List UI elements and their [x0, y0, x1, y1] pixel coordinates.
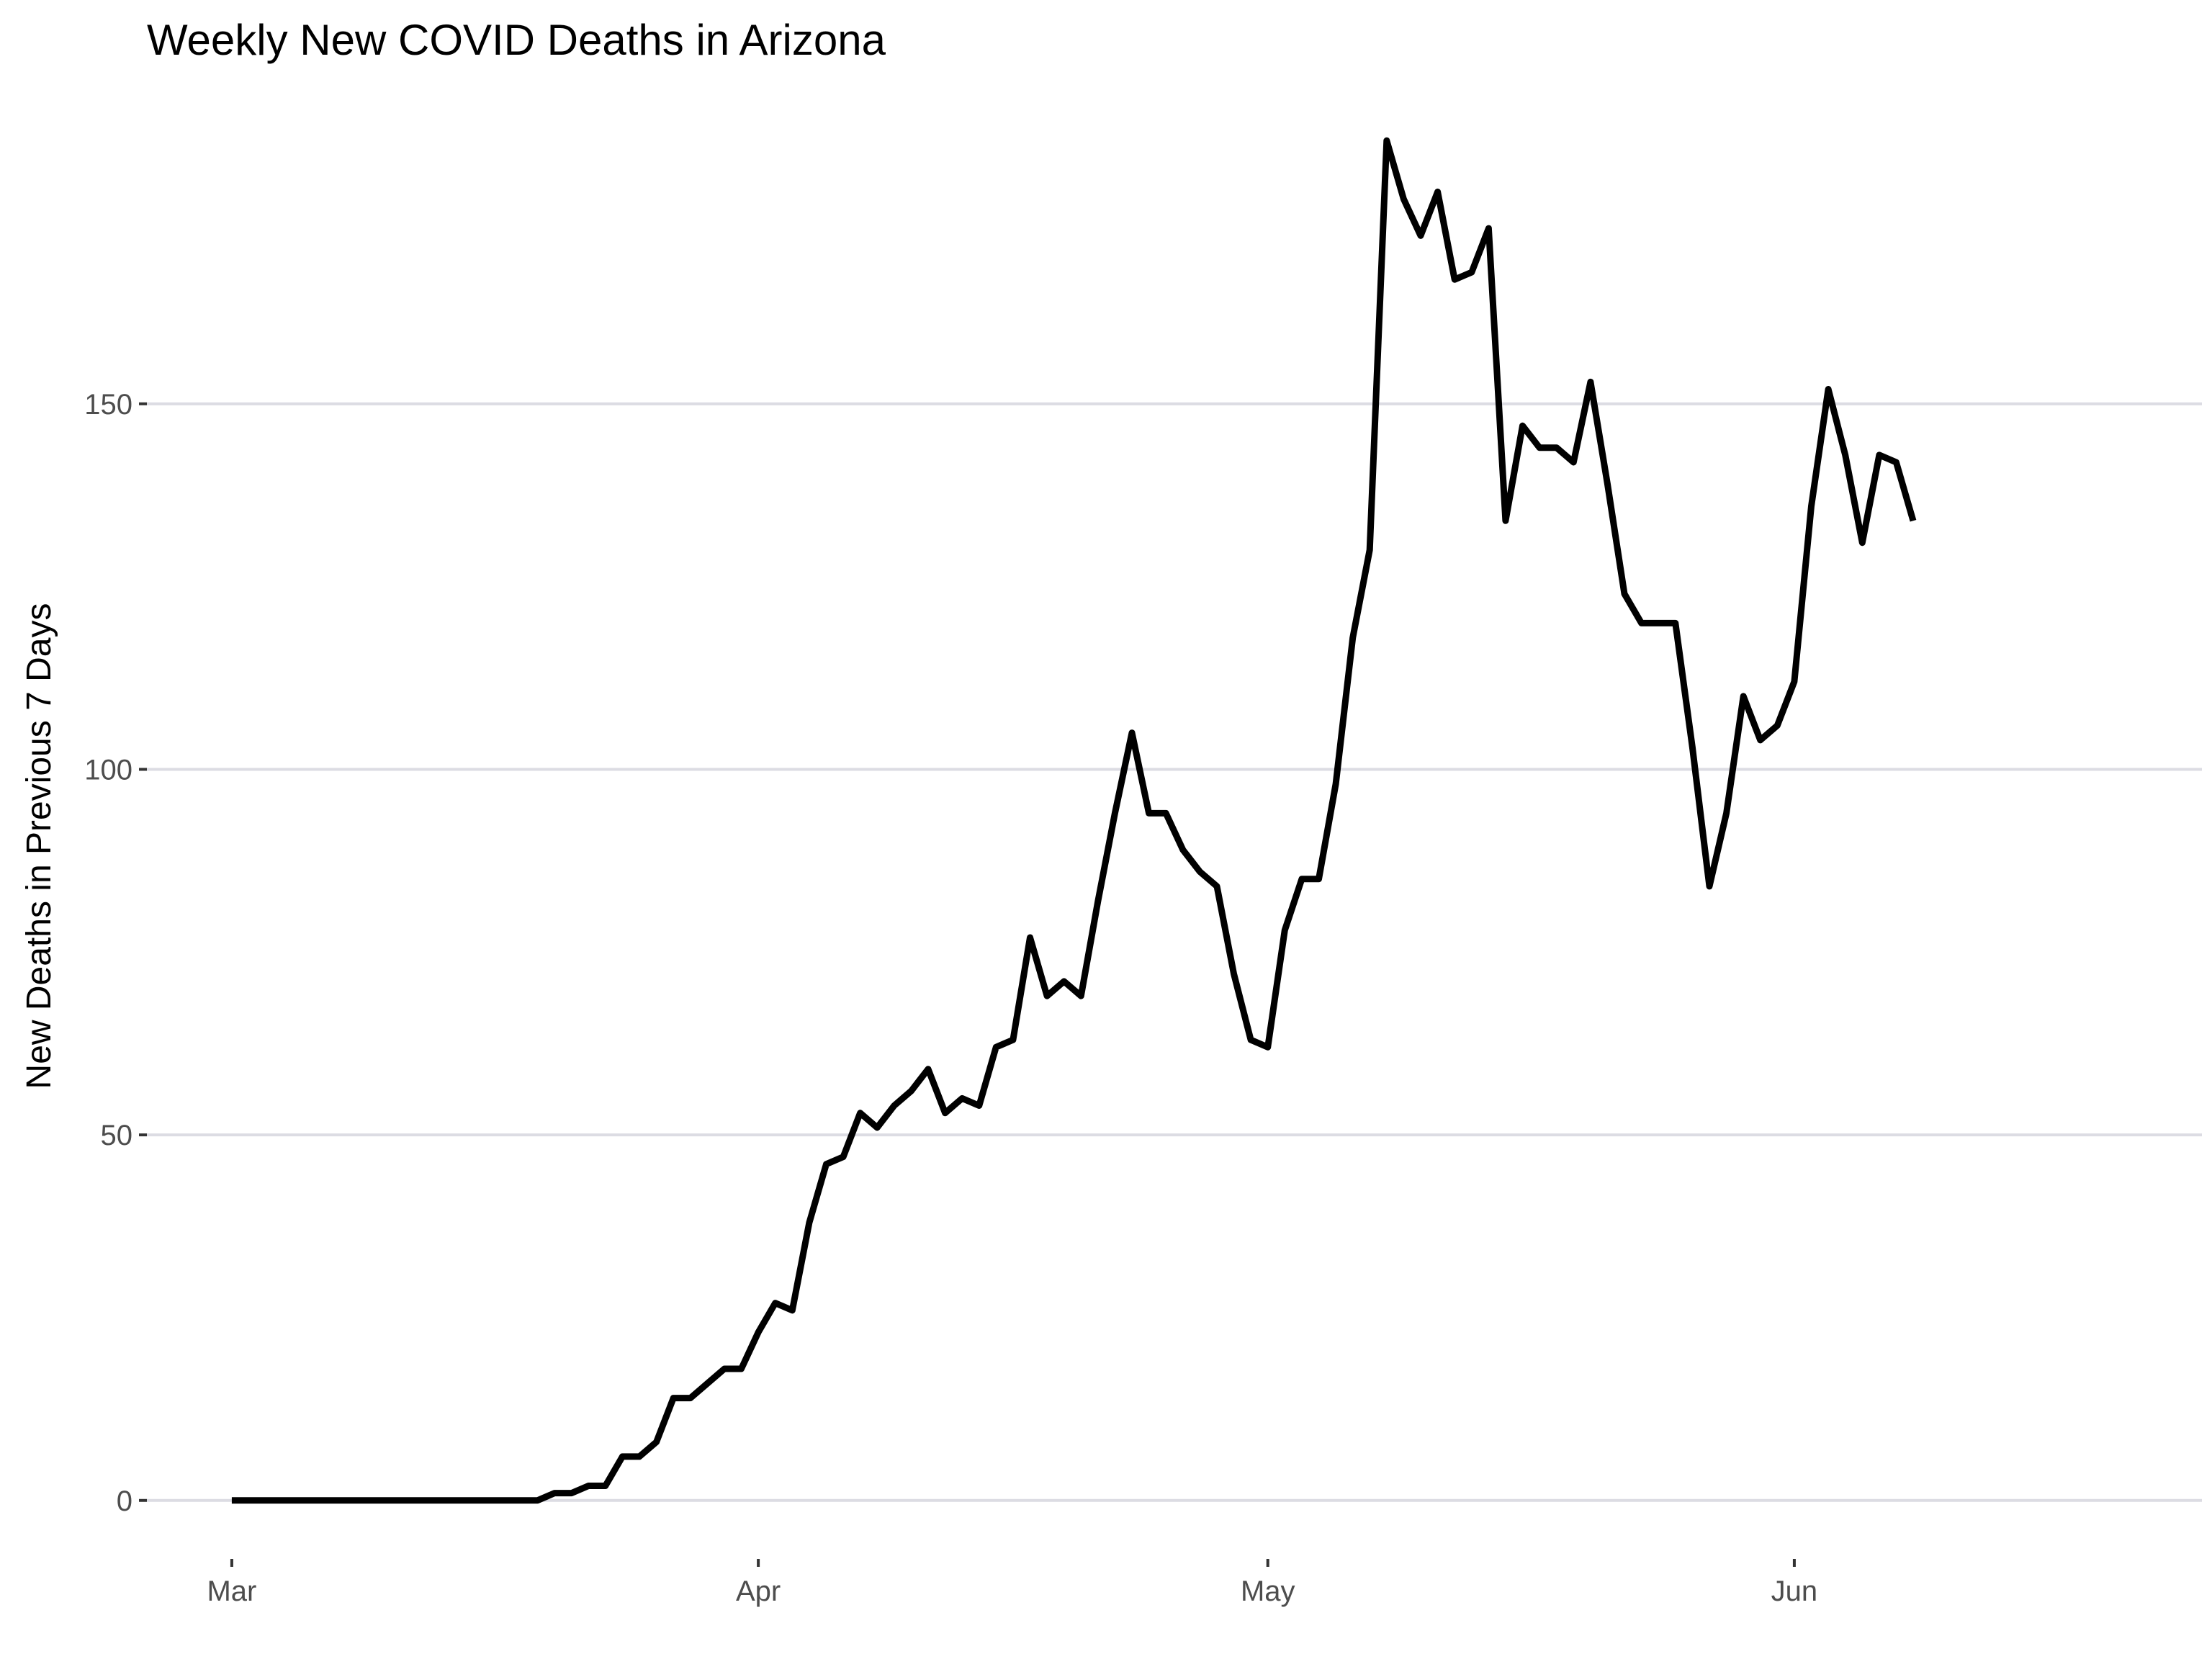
x-axis-ticks: Mar Apr May Jun — [207, 1559, 1817, 1607]
x-tick-label-May: May — [1241, 1575, 1295, 1607]
series-layer — [231, 137, 1917, 1504]
gridlines — [147, 402, 2202, 1502]
y-axis-title: New Deaths in Previous 7 Days — [20, 603, 58, 1089]
x-tick-label-Jun: Jun — [1771, 1575, 1818, 1607]
series-line-0 — [231, 137, 1917, 1504]
y-tick-label-50: 50 — [101, 1120, 133, 1151]
y-axis-ticks: 0 50 100 150 — [84, 389, 147, 1517]
y-tick-label-150: 150 — [84, 389, 132, 421]
y-tick-label-100: 100 — [84, 754, 132, 786]
y-tick-label-0: 0 — [117, 1485, 132, 1517]
x-tick-label-Apr: Apr — [736, 1575, 781, 1607]
x-tick-label-Mar: Mar — [207, 1575, 256, 1607]
chart-title: Weekly New COVID Deaths in Arizona — [147, 16, 886, 64]
